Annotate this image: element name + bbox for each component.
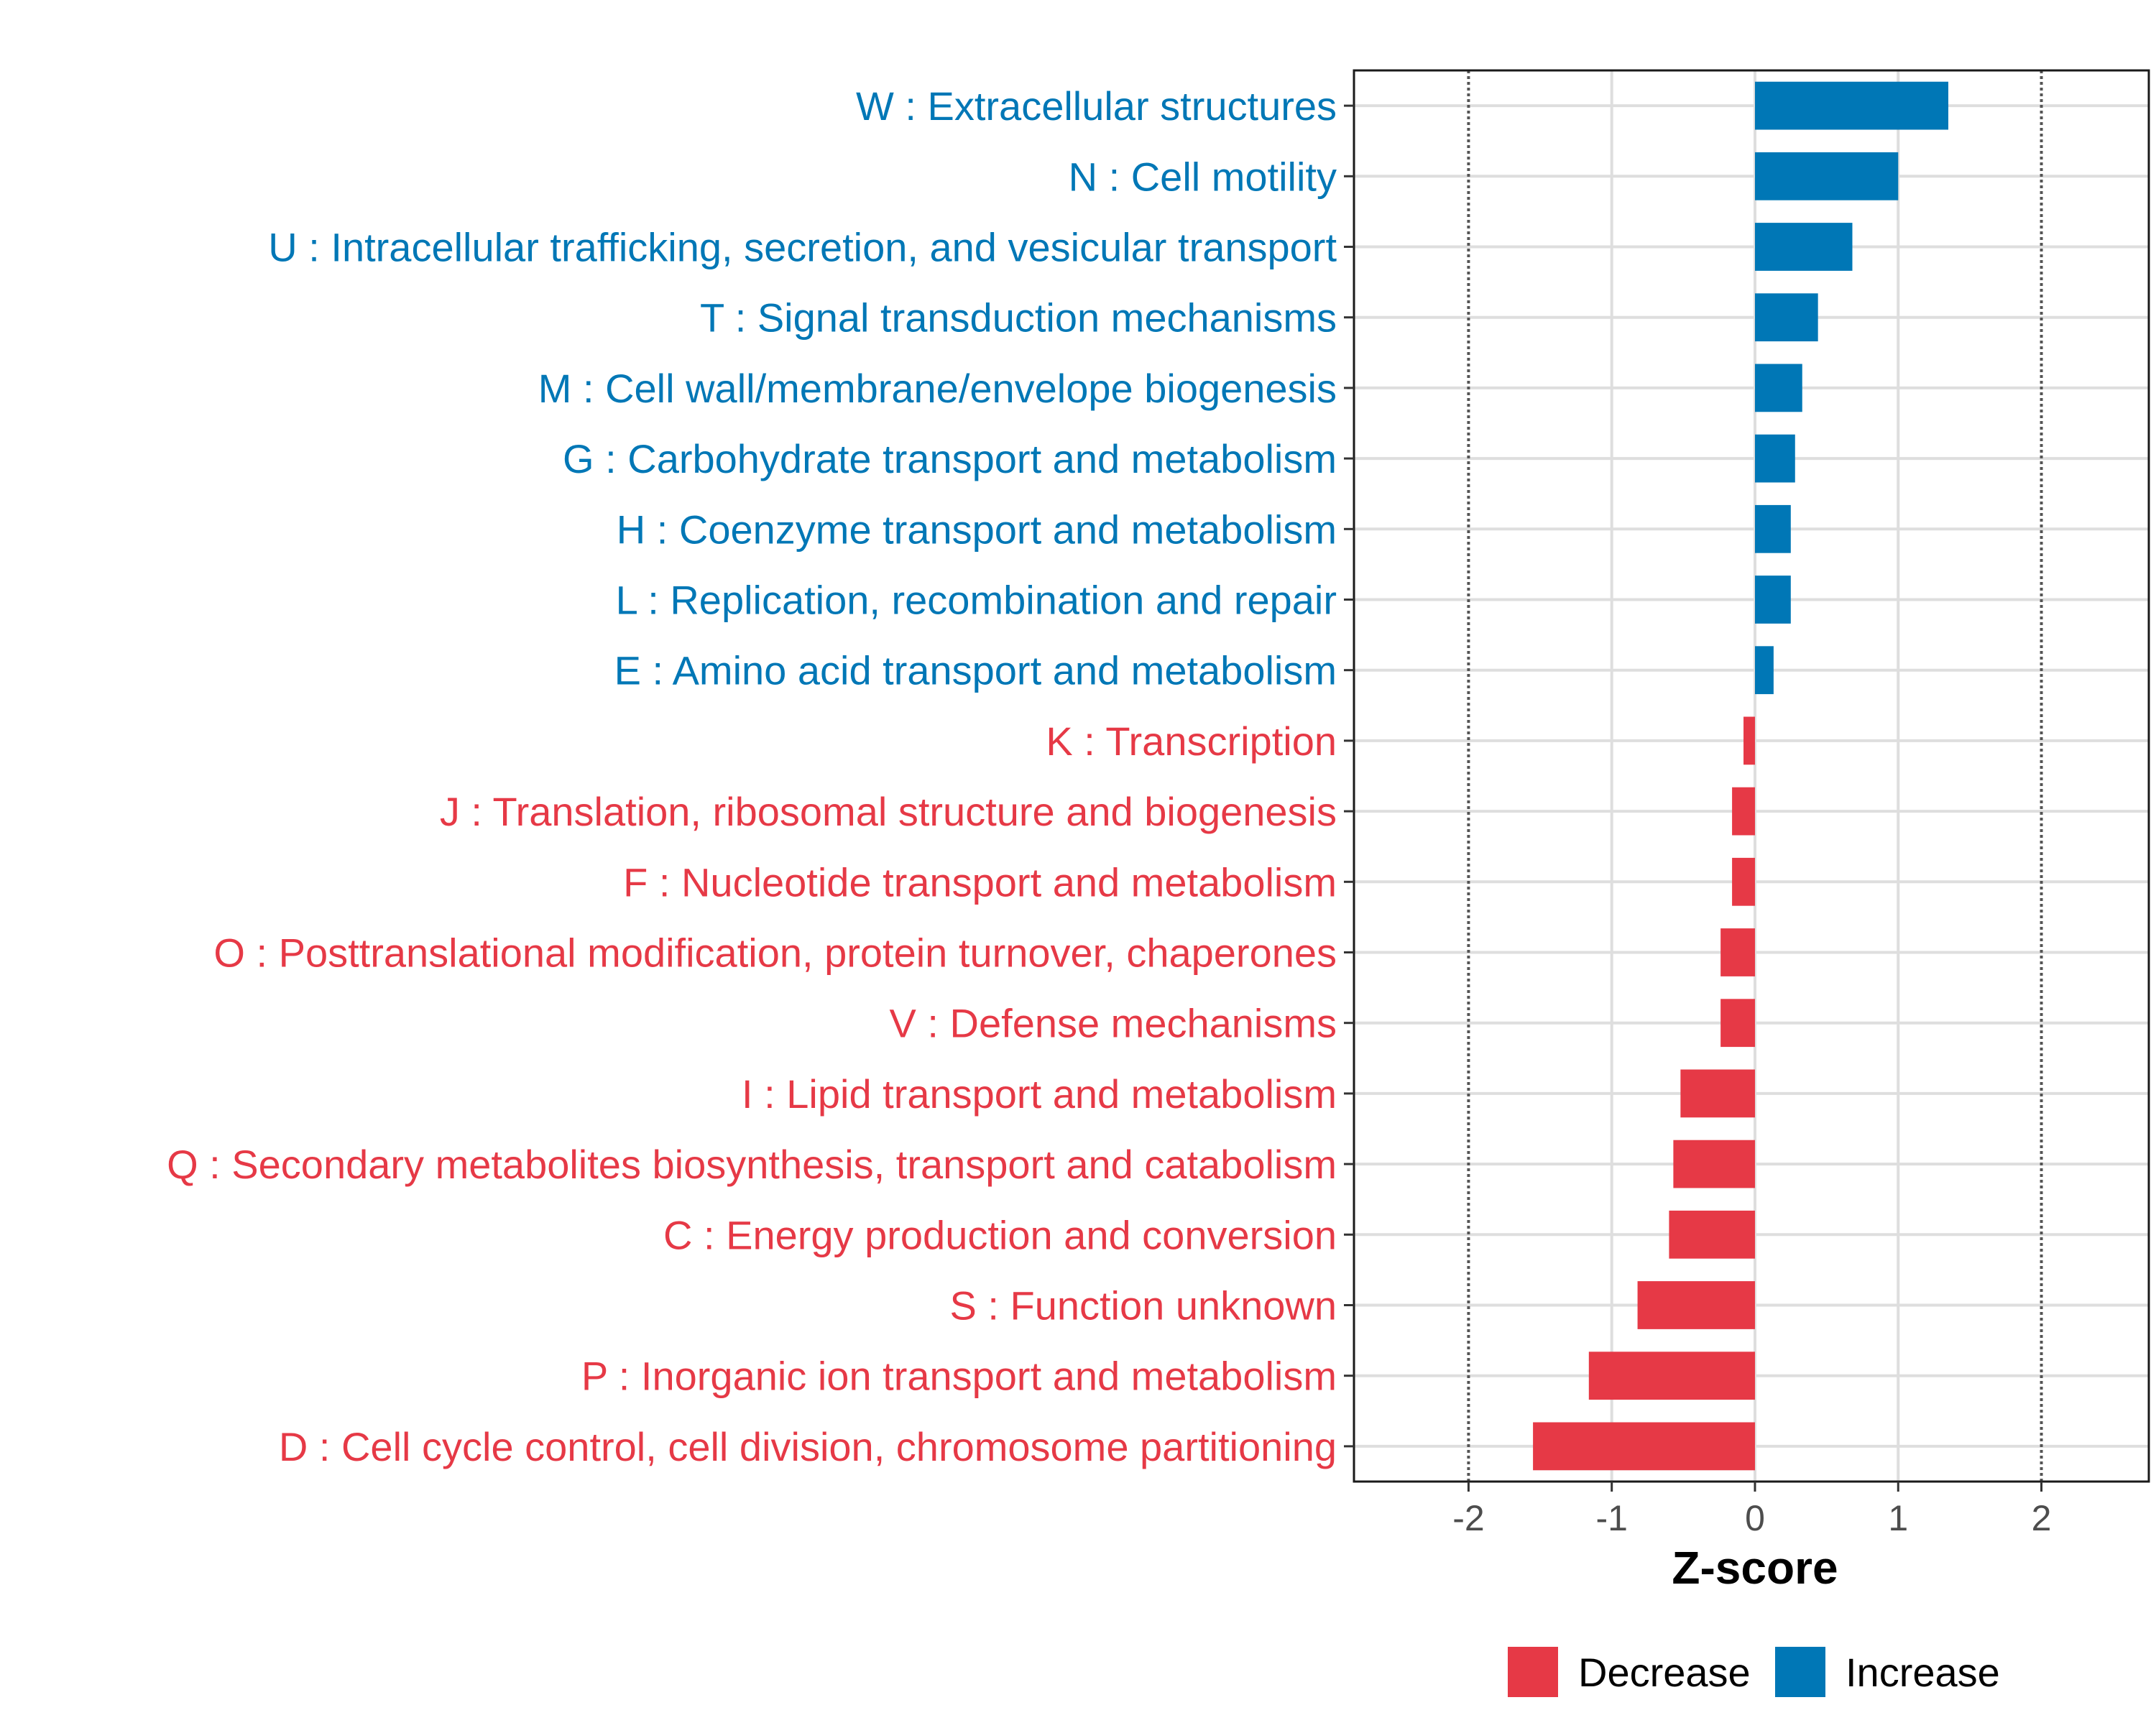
x-axis-title: Z-score [1672, 1542, 1838, 1594]
category-label: I : Lipid transport and metabolism [742, 1071, 1337, 1117]
category-label: Q : Secondary metabolites biosynthesis, … [167, 1142, 1337, 1187]
bars [1533, 81, 1949, 1471]
category-label: T : Signal transduction mechanisms [700, 295, 1337, 341]
x-tick-label: 0 [1745, 1498, 1765, 1538]
y-ticks: W : Extracellular structures N : Cell mot… [167, 83, 1354, 1469]
bar [1732, 857, 1755, 906]
category-label: W : Extracellular structures [856, 83, 1337, 129]
bar [1637, 1281, 1755, 1329]
x-tick-label: 2 [2032, 1498, 2052, 1538]
bar [1720, 928, 1755, 976]
category-label: V : Defense mechanisms [890, 1001, 1337, 1046]
category-label: C : Energy production and conversion [663, 1212, 1337, 1257]
bar [1669, 1210, 1755, 1259]
legend: Decrease Increase [1508, 1647, 2000, 1697]
category-label: N : Cell motility [1069, 154, 1337, 199]
category-label: L : Replication, recombination and repai… [616, 578, 1337, 623]
bar [1754, 434, 1795, 483]
category-label: E : Amino acid transport and metabolism [614, 648, 1337, 693]
x-tick-label: 1 [1888, 1498, 1908, 1538]
bar [1588, 1352, 1755, 1400]
category-label: D : Cell cycle control, cell division, c… [279, 1424, 1337, 1469]
category-label: M : Cell wall/membrane/envelope biogenes… [538, 366, 1337, 411]
bar [1754, 364, 1802, 412]
bar [1754, 293, 1818, 342]
bar [1533, 1422, 1755, 1471]
bar [1680, 1069, 1755, 1118]
bar [1754, 646, 1774, 695]
bar [1732, 787, 1755, 836]
bar [1720, 999, 1755, 1048]
x-tick-label: -2 [1452, 1498, 1484, 1538]
legend-swatch [1775, 1647, 1825, 1697]
bar [1754, 223, 1853, 271]
bar [1754, 152, 1899, 200]
bar [1754, 81, 1949, 130]
category-label: H : Coenzyme transport and metabolism [617, 507, 1337, 552]
bar [1743, 716, 1755, 765]
bar [1754, 576, 1791, 624]
plot-frame [1353, 69, 2150, 1483]
category-label: O : Posttranslational modification, prot… [213, 930, 1337, 976]
category-label: U : Intracellular trafficking, secretion… [268, 225, 1337, 270]
x-tick-label: -1 [1595, 1498, 1627, 1538]
category-label: K : Transcription [1046, 719, 1337, 764]
category-label: P : Inorganic ion transport and metaboli… [581, 1354, 1337, 1399]
x-ticks: -2 -1 0 1 2 [1452, 1482, 2051, 1538]
category-label: G : Carbohydrate transport and metabolis… [563, 436, 1337, 481]
legend-label: Decrease [1578, 1650, 1751, 1695]
legend-swatch [1508, 1647, 1558, 1697]
bar [1673, 1140, 1755, 1188]
bar [1754, 504, 1791, 553]
category-label: J : Translation, ribosomal structure and… [440, 789, 1337, 834]
category-label: S : Function unknown [949, 1283, 1337, 1329]
category-label: F : Nucleotide transport and metabolism [623, 859, 1337, 905]
legend-label: Increase [1846, 1650, 2000, 1695]
grid [1354, 70, 2149, 1482]
